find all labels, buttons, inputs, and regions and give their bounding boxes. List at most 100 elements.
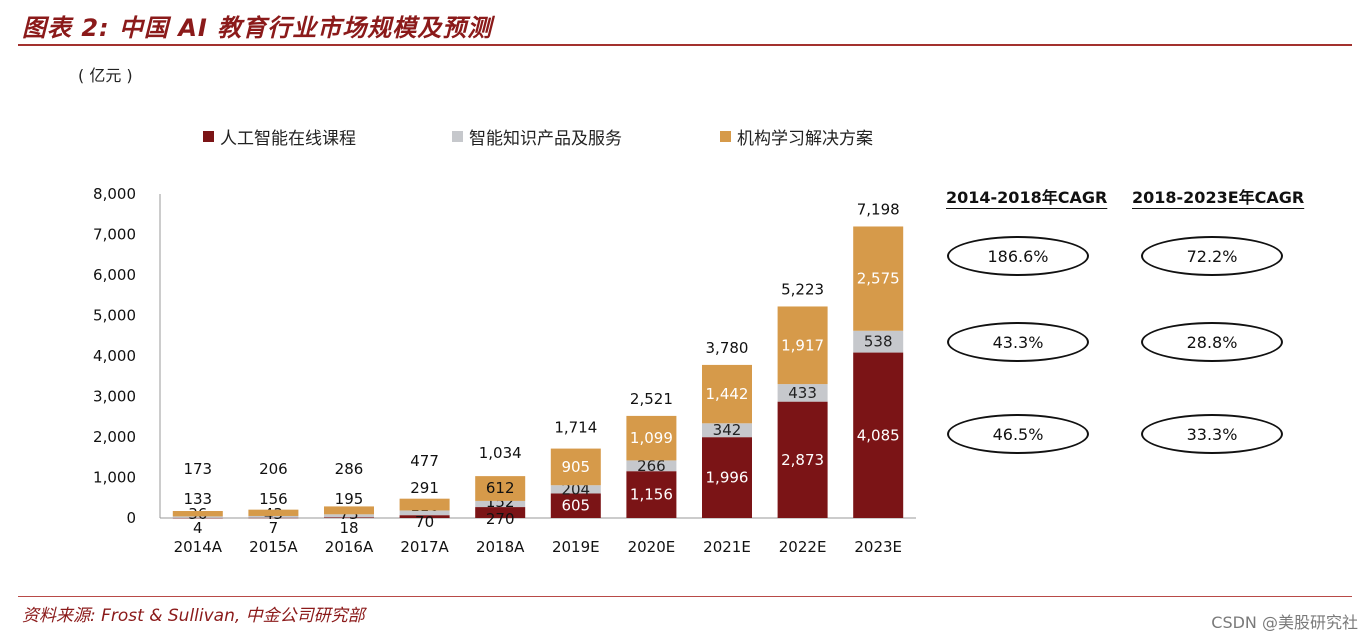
data-label: 342 (713, 421, 742, 439)
data-label: 18 (339, 519, 358, 537)
legend-label: 智能知识产品及服务 (469, 129, 622, 149)
legend-swatch (203, 131, 214, 142)
total-label: 173 (183, 460, 212, 478)
cagr-header-2014-2018: 2014-2018年CAGR (946, 188, 1108, 207)
source-note: 资料来源: Frost & Sullivan, 中金公司研究部 (22, 606, 365, 626)
cagr-oval: 43.3% (947, 322, 1089, 362)
watermark: CSDN @美股研究社 (1211, 613, 1358, 632)
data-label: 1,156 (630, 486, 673, 504)
data-label: 612 (486, 479, 515, 497)
bar-segment (853, 352, 904, 518)
y-tick-label: 0 (126, 509, 136, 527)
legend-swatch (720, 131, 731, 142)
y-tick-label: 4,000 (93, 347, 136, 365)
data-label: 291 (410, 479, 439, 497)
data-label: 195 (335, 490, 364, 508)
unit-label: ( 亿元 ) (78, 66, 133, 85)
data-label: 1,996 (706, 469, 749, 487)
legend-swatch (452, 131, 463, 142)
total-label: 7,198 (857, 200, 900, 218)
cagr-oval: 33.3% (1141, 414, 1283, 454)
x-tick-label: 2023E (854, 538, 902, 556)
legend-item-online-courses: 人工智能在线课程 (203, 124, 356, 149)
bar-segment (853, 226, 904, 331)
bar-segment (550, 485, 601, 494)
data-label: 4 (193, 519, 203, 537)
cagr-header-2018-2023: 2018-2023E年CAGR (1132, 188, 1305, 207)
data-label: 270 (486, 510, 515, 528)
data-label: 4,085 (857, 426, 900, 444)
title-rule (18, 44, 1352, 46)
bar-segment (475, 507, 526, 518)
bar-segment (324, 514, 374, 518)
x-tick-label: 2015A (249, 538, 298, 556)
bar-segment (853, 330, 904, 353)
bar-segment (626, 460, 677, 472)
data-label: 1,099 (630, 429, 673, 447)
bar-segment (248, 515, 299, 518)
total-label: 3,780 (706, 339, 749, 357)
legend-label: 人工智能在线课程 (220, 129, 356, 149)
data-label: 1,442 (706, 385, 749, 403)
x-tick-label: 2019E (552, 538, 600, 556)
x-tick-label: 2021E (703, 538, 751, 556)
total-label: 2,521 (630, 390, 673, 408)
bar-segment (626, 471, 677, 518)
x-tick-label: 2018A (476, 538, 525, 556)
total-label: 206 (259, 460, 288, 478)
data-label: 433 (788, 384, 817, 402)
bar-segment (399, 515, 450, 518)
bar-segment (172, 516, 223, 518)
bar-segment (777, 384, 828, 402)
chart-title: 图表 2: 中国 AI 教育行业市场规模及预测 (22, 14, 493, 42)
bar-segment (702, 423, 752, 438)
bar-segment (777, 306, 828, 385)
total-label: 1,034 (479, 444, 522, 462)
bar-segment (399, 510, 450, 516)
legend-item-knowledge-products: 智能知识产品及服务 (452, 124, 622, 149)
data-label: 156 (259, 490, 288, 508)
x-tick-label: 2014A (174, 538, 223, 556)
data-label: 538 (864, 333, 893, 351)
data-label: 133 (183, 490, 212, 508)
bar-segment (777, 401, 828, 518)
bar-segment (248, 517, 299, 519)
bar-segment (399, 498, 450, 511)
total-label: 1,714 (554, 419, 597, 437)
data-label: 905 (561, 458, 590, 476)
y-tick-label: 3,000 (93, 388, 136, 406)
bar-segment (172, 517, 223, 519)
y-tick-label: 8,000 (93, 185, 136, 203)
data-label: 266 (637, 457, 666, 475)
data-label: 1,917 (781, 336, 824, 354)
bar-segment (172, 510, 223, 517)
x-tick-label: 2022E (779, 538, 827, 556)
data-label: 7 (269, 519, 279, 537)
y-tick-label: 1,000 (93, 469, 136, 487)
y-tick-label: 2,000 (93, 428, 136, 446)
bar-segment (248, 509, 299, 516)
bar-segment (324, 517, 374, 518)
total-label: 5,223 (781, 280, 824, 298)
total-label: 286 (335, 460, 364, 478)
bar-segment (702, 364, 752, 424)
cagr-oval: 46.5% (947, 414, 1089, 454)
data-label: 605 (561, 497, 590, 515)
bar-segment (626, 415, 677, 461)
legend-label: 机构学习解决方案 (737, 129, 873, 149)
bar-segment (550, 493, 601, 518)
data-label: 2,575 (857, 270, 900, 288)
legend-item-institution-solutions: 机构学习解决方案 (720, 124, 873, 149)
x-tick-label: 2017A (400, 538, 449, 556)
bar-segment (550, 448, 601, 486)
data-label: 2,873 (781, 451, 824, 469)
x-tick-label: 2016A (325, 538, 374, 556)
bar-segment (475, 476, 526, 501)
cagr-oval: 72.2% (1141, 236, 1283, 276)
y-tick-label: 6,000 (93, 266, 136, 284)
bar-segment (702, 437, 752, 518)
y-tick-label: 7,000 (93, 226, 136, 244)
x-tick-label: 2020E (628, 538, 676, 556)
data-label: 70 (415, 513, 434, 531)
